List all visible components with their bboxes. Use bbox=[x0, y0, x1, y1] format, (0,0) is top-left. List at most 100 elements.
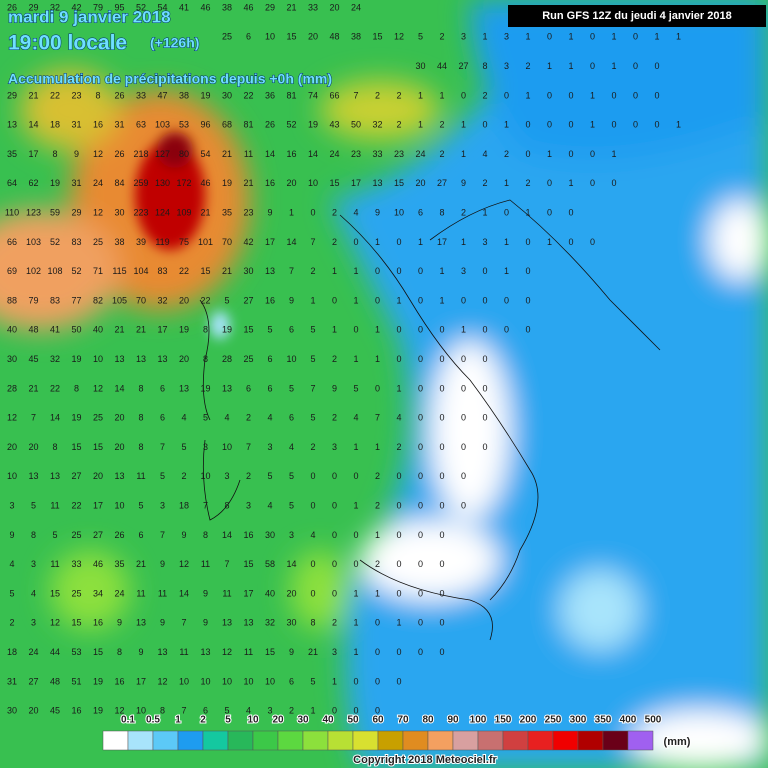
grid-value: 9 bbox=[267, 207, 272, 217]
grid-value: 5 bbox=[289, 500, 294, 510]
grid-value: 0 bbox=[654, 120, 659, 130]
grid-value: 15 bbox=[71, 442, 81, 452]
grid-value: 2 bbox=[9, 618, 14, 628]
grid-value: 46 bbox=[200, 2, 210, 12]
grid-value: 68 bbox=[222, 120, 232, 130]
grid-value: 23 bbox=[351, 149, 361, 159]
grid-value: 0 bbox=[418, 559, 423, 569]
grid-value: 19 bbox=[200, 90, 210, 100]
grid-value: 0 bbox=[547, 32, 552, 42]
grid-value: 102 bbox=[26, 266, 41, 276]
grid-value: 0 bbox=[504, 90, 509, 100]
grid-value: 2 bbox=[396, 120, 401, 130]
grid-value: 0 bbox=[396, 237, 401, 247]
grid-value: 71 bbox=[93, 266, 103, 276]
grid-value: 33 bbox=[308, 2, 318, 12]
copyright: Copyright 2018 Meteociel.fr bbox=[353, 754, 497, 766]
grid-value: 1 bbox=[547, 61, 552, 71]
grid-value: 16 bbox=[93, 120, 103, 130]
grid-value: 12 bbox=[222, 647, 232, 657]
grid-value: 1 bbox=[375, 325, 380, 335]
grid-value: 7 bbox=[203, 500, 208, 510]
grid-value: 0 bbox=[525, 149, 530, 159]
grid-value: 119 bbox=[155, 237, 169, 247]
grid-value: 11 bbox=[50, 559, 59, 569]
grid-value: 30 bbox=[7, 354, 17, 364]
grid-value: 19 bbox=[308, 120, 318, 130]
grid-value: 0 bbox=[396, 471, 401, 481]
grid-value: 9 bbox=[181, 530, 186, 540]
grid-value: 2 bbox=[310, 442, 315, 452]
grid-value: 2 bbox=[375, 559, 380, 569]
grid-value: 13 bbox=[136, 618, 146, 628]
legend-swatch bbox=[602, 730, 629, 751]
grid-value: 31 bbox=[114, 120, 124, 130]
grid-value: 23 bbox=[394, 149, 404, 159]
grid-value: 7 bbox=[181, 618, 186, 628]
grid-value: 10 bbox=[114, 500, 124, 510]
grid-value: 5 bbox=[267, 471, 272, 481]
grid-value: 0 bbox=[482, 120, 487, 130]
grid-value: 0 bbox=[525, 120, 530, 130]
grid-value: 3 bbox=[203, 442, 208, 452]
legend-label: 30 bbox=[297, 715, 309, 726]
grid-value: 20 bbox=[28, 442, 38, 452]
grid-value: 3 bbox=[160, 500, 165, 510]
grid-value: 2 bbox=[375, 471, 380, 481]
grid-value: 7 bbox=[310, 383, 315, 393]
grid-value: 2 bbox=[246, 413, 251, 423]
grid-value: 46 bbox=[243, 2, 253, 12]
grid-value: 8 bbox=[95, 90, 100, 100]
legend-swatch bbox=[352, 730, 379, 751]
grid-value: 50 bbox=[71, 325, 81, 335]
grid-value: 4 bbox=[353, 413, 358, 423]
grid-value: 2 bbox=[332, 354, 337, 364]
grid-value: 1 bbox=[461, 325, 466, 335]
grid-value: 1 bbox=[353, 295, 358, 305]
grid-value: 21 bbox=[222, 266, 232, 276]
grid-value: 1 bbox=[482, 207, 487, 217]
grid-value: 0 bbox=[396, 588, 401, 598]
grid-value: 4 bbox=[246, 706, 251, 716]
grid-value: 15 bbox=[93, 442, 103, 452]
grid-value: 5 bbox=[224, 295, 229, 305]
grid-value: 34 bbox=[93, 588, 103, 598]
legend-label: 150 bbox=[495, 715, 512, 726]
grid-value: 53 bbox=[71, 647, 81, 657]
grid-value: 1 bbox=[568, 61, 573, 71]
grid-value: 5 bbox=[353, 383, 358, 393]
grid-value: 2 bbox=[504, 149, 509, 159]
legend-swatch bbox=[502, 730, 529, 751]
grid-value: 24 bbox=[415, 149, 425, 159]
legend-swatch bbox=[452, 730, 479, 751]
grid-value: 7 bbox=[375, 413, 380, 423]
grid-value: 16 bbox=[265, 295, 275, 305]
grid-value: 1 bbox=[504, 237, 509, 247]
legend-label: 2 bbox=[200, 715, 206, 726]
grid-value: 50 bbox=[351, 120, 361, 130]
grid-value: 10 bbox=[93, 354, 103, 364]
grid-value: 13 bbox=[179, 383, 189, 393]
grid-value: 32 bbox=[265, 618, 275, 628]
grid-value: 0 bbox=[525, 266, 530, 276]
grid-value: 35 bbox=[114, 559, 124, 569]
grid-value: 22 bbox=[179, 266, 189, 276]
grid-value: 0 bbox=[396, 676, 401, 686]
grid-value: 96 bbox=[200, 120, 210, 130]
run-label: Run GFS 12Z du jeudi 4 janvier 2018 bbox=[542, 10, 732, 22]
grid-value: 3 bbox=[9, 500, 14, 510]
grid-value: 11 bbox=[158, 588, 167, 598]
grid-value: 3 bbox=[332, 442, 337, 452]
grid-value: 12 bbox=[114, 706, 124, 716]
grid-value: 0 bbox=[439, 618, 444, 628]
grid-value: 45 bbox=[28, 354, 38, 364]
grid-value: 25 bbox=[93, 413, 103, 423]
grid-value: 0 bbox=[353, 559, 358, 569]
grid-value: 12 bbox=[50, 618, 60, 628]
grid-value: 1 bbox=[418, 90, 423, 100]
grid-value: 218 bbox=[133, 149, 148, 159]
grid-value: 12 bbox=[157, 676, 167, 686]
grid-value: 44 bbox=[50, 647, 60, 657]
grid-value: 8 bbox=[203, 354, 208, 364]
grid-value: 1 bbox=[353, 442, 358, 452]
